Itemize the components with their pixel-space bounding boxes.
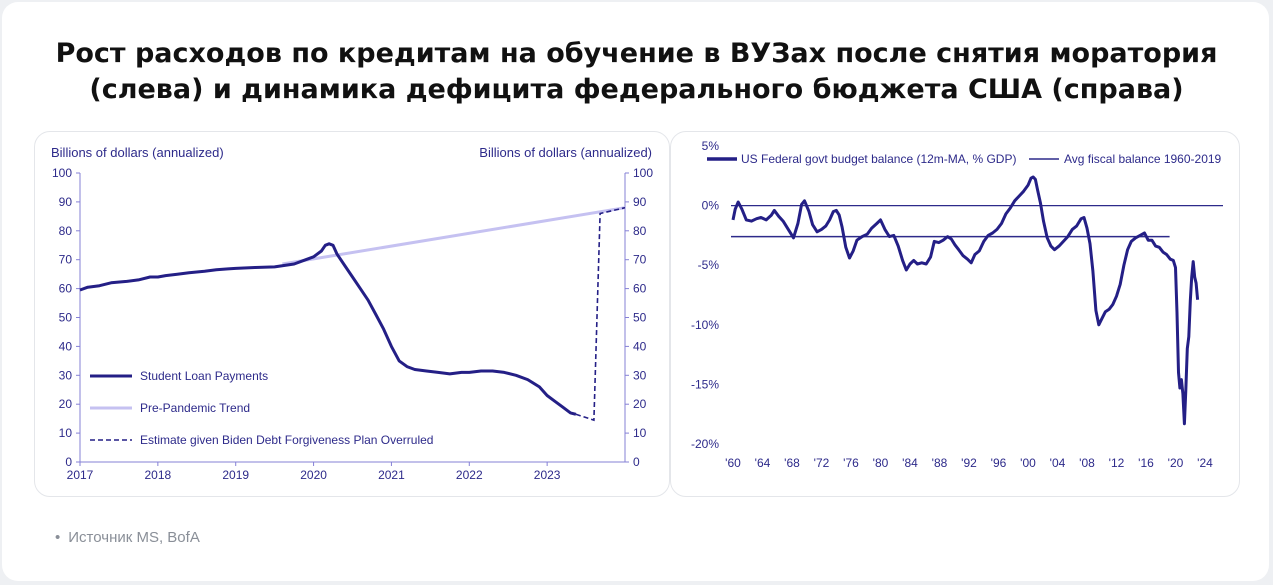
left-y-tick-label: 40 (59, 339, 73, 353)
y-tick-label: -10% (691, 318, 719, 332)
x-tick-label: '24 (1197, 456, 1213, 470)
left-y-tick-label: 80 (59, 224, 73, 238)
left-y-tick-label: 90 (59, 195, 73, 209)
x-tick-label: '60 (725, 456, 741, 470)
right-y-tick-label: 40 (633, 339, 647, 353)
right-y-tick-label: 70 (633, 253, 647, 267)
x-tick-label: '20 (1168, 456, 1184, 470)
x-tick-label: 2022 (456, 468, 483, 482)
right-y-tick-label: 30 (633, 368, 647, 382)
left-y-tick-label: 100 (52, 166, 72, 180)
left-y-tick-label: 50 (59, 311, 73, 325)
left-axis-label: Billions of dollars (annualized) (51, 145, 224, 160)
student-loan-chart: Billions of dollars (annualized) Billions… (51, 145, 653, 482)
left-y-tick-label: 20 (59, 397, 73, 411)
x-tick-label: 2019 (222, 468, 249, 482)
left-y-tick-label: 0 (65, 455, 72, 469)
budget-balance-chart-panel: 5% 0% -5% -10% -15% -20% '60 '64 '68 '72 '76 '80 '84… (670, 131, 1240, 497)
legend-label-avg-balance: Avg fiscal balance 1960-2019 (1064, 152, 1222, 166)
y-tick-label: 0% (702, 199, 720, 213)
page-title: Рост расходов по кредитам на обучение в … (0, 36, 1273, 108)
right-y-tick-label: 60 (633, 282, 647, 296)
legend-label-trend: Pre-Pandemic Trend (140, 401, 250, 415)
x-tick-label: '04 (1050, 456, 1066, 470)
right-y-tick-label: 0 (633, 455, 640, 469)
estimate-dashed-line (575, 206, 626, 422)
x-tick-label: '00 (1020, 456, 1036, 470)
legend-label-payments: Student Loan Payments (140, 369, 268, 383)
x-tick-label: '72 (814, 456, 830, 470)
trend-line (282, 206, 626, 266)
student-loan-chart-panel: Billions of dollars (annualized) Billions… (34, 131, 670, 497)
x-tick-label: '64 (755, 456, 771, 470)
x-tick-label: '84 (902, 456, 918, 470)
budget-balance-line (731, 175, 1200, 426)
y-tick-label: -20% (691, 437, 719, 451)
y-tick-label: -15% (691, 377, 719, 391)
x-tick-label: '12 (1109, 456, 1125, 470)
right-y-tick-label: 100 (633, 166, 653, 180)
source-note: • Источник MS, BofA (55, 529, 200, 546)
x-tick-label: 2021 (378, 468, 405, 482)
x-tick-label: '80 (873, 456, 889, 470)
right-y-tick-label: 10 (633, 426, 647, 440)
left-y-tick-label: 70 (59, 253, 73, 267)
right-y-tick-label: 90 (633, 195, 647, 209)
y-tick-label: -5% (698, 258, 720, 272)
left-y-tick-label: 30 (59, 368, 73, 382)
x-tick-label: 2018 (145, 468, 172, 482)
legend-label-estimate: Estimate given Biden Debt Forgiveness Pl… (140, 433, 433, 447)
right-y-tick-label: 20 (633, 397, 647, 411)
left-y-tick-label: 60 (59, 282, 73, 296)
left-y-tick-label: 10 (59, 426, 73, 440)
y-tick-label: 5% (702, 139, 720, 153)
x-tick-label: '08 (1079, 456, 1095, 470)
x-tick-label: 2023 (534, 468, 561, 482)
legend-label-budget-balance: US Federal govt budget balance (12m-MA, … (741, 152, 1016, 166)
title-line-2: (слева) и динамика дефицита федерального… (89, 74, 1184, 105)
x-tick-label: '76 (843, 456, 859, 470)
x-tick-label: '92 (961, 456, 977, 470)
right-axis-label: Billions of dollars (annualized) (479, 145, 652, 160)
budget-balance-chart: 5% 0% -5% -10% -15% -20% '60 '64 '68 '72 '76 '80 '84… (691, 139, 1223, 470)
right-y-tick-label: 50 (633, 311, 647, 325)
x-tick-label: 2017 (67, 468, 94, 482)
student-loan-payments-line (79, 242, 577, 416)
title-line-1: Рост расходов по кредитам на обучение в … (55, 38, 1218, 69)
x-tick-label: 2020 (300, 468, 327, 482)
x-tick-label: '96 (991, 456, 1007, 470)
right-y-tick-label: 80 (633, 224, 647, 238)
x-tick-label: '68 (784, 456, 800, 470)
bullet-icon: • (55, 529, 61, 546)
x-tick-label: '16 (1138, 456, 1154, 470)
source-text: Источник MS, BofA (68, 529, 200, 546)
x-tick-label: '88 (932, 456, 948, 470)
